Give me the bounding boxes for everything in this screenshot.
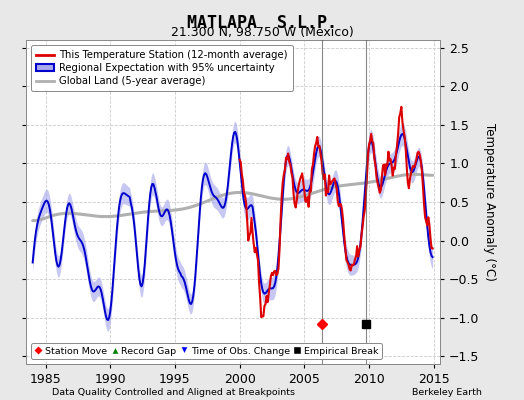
Y-axis label: Temperature Anomaly (°C): Temperature Anomaly (°C) [483, 123, 496, 281]
Text: MATLAPA  S.L.P.: MATLAPA S.L.P. [187, 14, 337, 32]
Text: Berkeley Earth: Berkeley Earth [412, 388, 482, 397]
Legend: Station Move, Record Gap, Time of Obs. Change, Empirical Break: Station Move, Record Gap, Time of Obs. C… [31, 343, 382, 359]
Text: Data Quality Controlled and Aligned at Breakpoints: Data Quality Controlled and Aligned at B… [52, 388, 296, 397]
Text: 21.300 N, 98.750 W (Mexico): 21.300 N, 98.750 W (Mexico) [171, 26, 353, 39]
